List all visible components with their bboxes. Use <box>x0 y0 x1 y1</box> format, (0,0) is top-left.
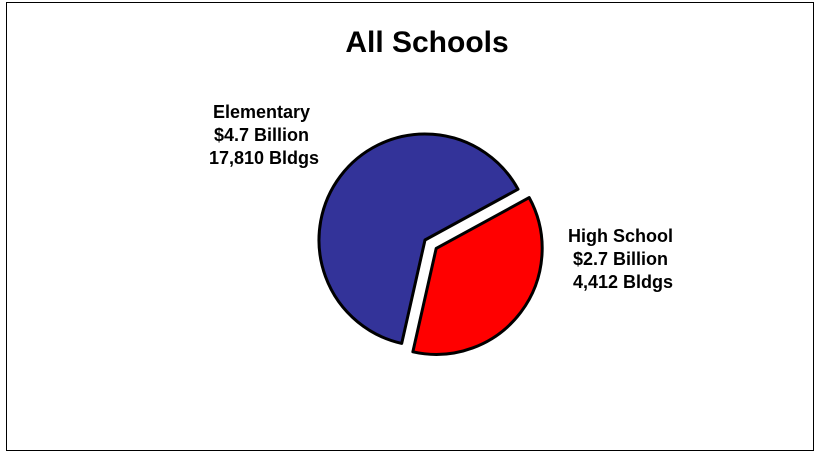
slice-label-elementary-buildings: 17,810 Bldgs <box>209 148 319 168</box>
slice-label-elementary: Elementary $4.7 Billion 17,810 Bldgs <box>209 102 319 168</box>
slice-label-high-school: High School $2.7 Billion 4,412 Bldgs <box>568 226 678 292</box>
slice-label-elementary-amount: $4.7 Billion <box>214 125 309 145</box>
slice-label-high-school-buildings: 4,412 Bldgs <box>573 272 673 292</box>
pie-slices <box>317 132 544 356</box>
pie-slice-elementary <box>317 132 520 345</box>
slice-label-elementary-category: Elementary <box>213 102 310 122</box>
slice-label-high-school-category: High School <box>568 226 673 246</box>
chart-title: All Schools <box>345 26 508 59</box>
pie-slice-high-school <box>411 196 544 356</box>
slice-label-high-school-amount: $2.7 Billion <box>573 249 668 269</box>
